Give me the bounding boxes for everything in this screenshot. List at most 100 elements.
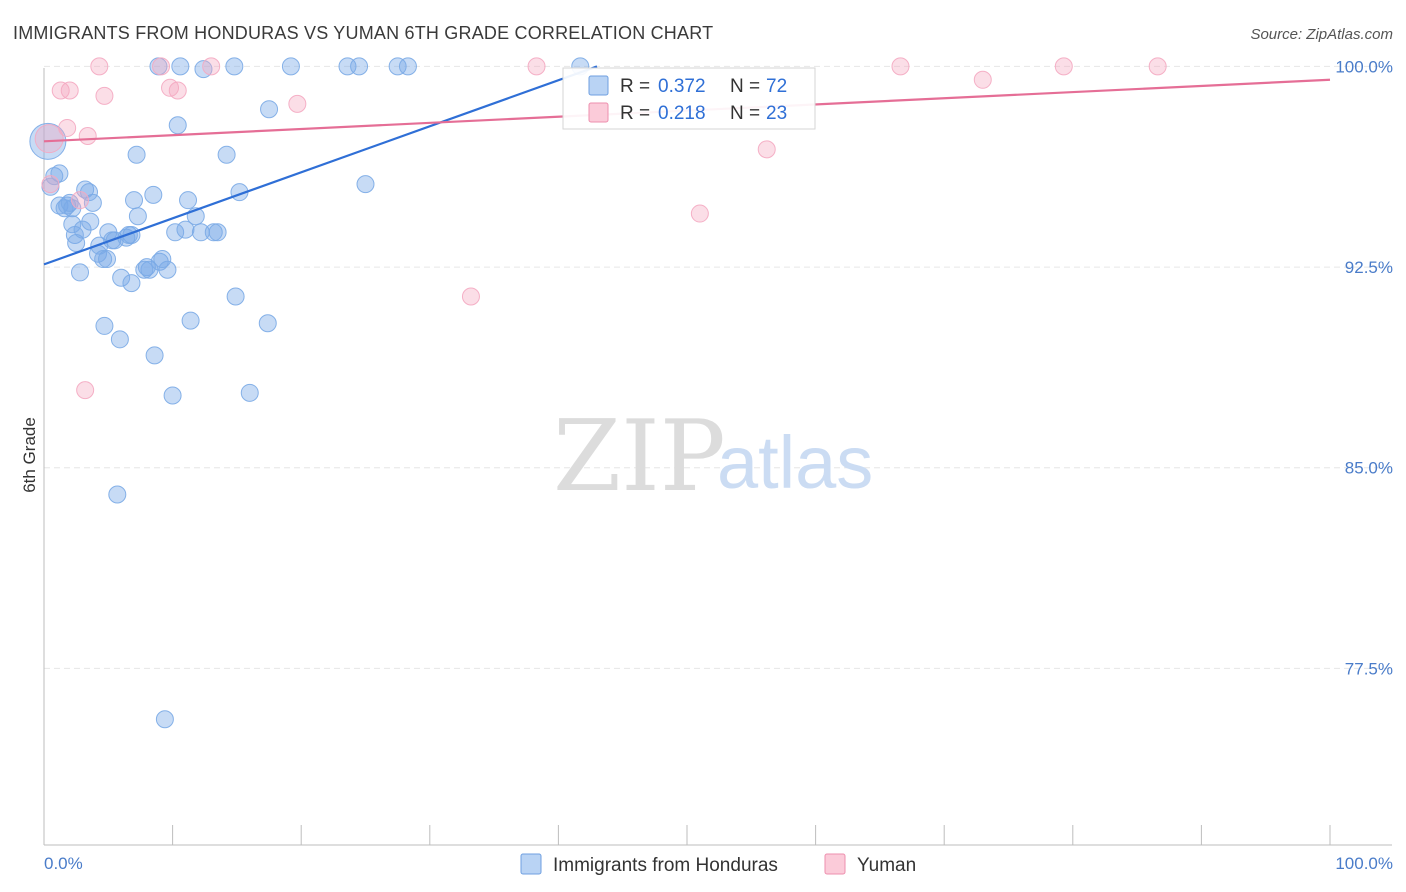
x-tick-label-0: 0.0% xyxy=(44,854,83,873)
yuman-point-17 xyxy=(690,204,709,223)
yuman-point-19 xyxy=(891,57,910,76)
x-tick-labels: 0.0% 100.0% xyxy=(44,854,1393,873)
yuman-point-7 xyxy=(78,126,97,145)
yuman-point-5 xyxy=(71,191,90,210)
stats-swatch-yuman xyxy=(588,102,609,123)
stats-n-value-yuman: 23 xyxy=(766,103,787,124)
stats-r-label-honduras: R = xyxy=(620,76,650,97)
yuman-point-10 xyxy=(152,57,171,76)
yuman-point-1 xyxy=(41,175,60,194)
yuman-point-8 xyxy=(90,57,109,76)
yuman-point-18 xyxy=(757,140,776,159)
honduras-point-7 xyxy=(60,193,79,212)
series-1-points xyxy=(34,57,1167,400)
honduras-point-50 xyxy=(176,220,195,239)
watermark-atlas: atlas xyxy=(717,421,873,504)
honduras-point-56 xyxy=(204,223,223,242)
honduras-trend-line xyxy=(43,65,598,266)
yuman-point-6 xyxy=(76,381,95,400)
y-tick-label-1: 92.5% xyxy=(1345,258,1393,277)
yuman-point-9 xyxy=(95,86,114,105)
honduras-point-65 xyxy=(281,57,300,76)
honduras-point-59 xyxy=(225,57,244,76)
honduras-point-31 xyxy=(122,274,141,293)
chart-title: IMMIGRANTS FROM HONDURAS VS YUMAN 6TH GR… xyxy=(13,23,713,43)
yuman-point-14 xyxy=(288,94,307,113)
y-tick-label-2: 85.0% xyxy=(1345,459,1393,478)
honduras-point-45 xyxy=(158,260,177,279)
honduras-point-28 xyxy=(112,268,131,287)
honduras-point-40 xyxy=(145,346,164,365)
honduras-point-27 xyxy=(110,330,129,349)
honduras-point-68 xyxy=(356,175,375,194)
honduras-point-49 xyxy=(171,57,190,76)
honduras-point-63 xyxy=(258,314,277,333)
axes xyxy=(43,68,1392,846)
y-tick-label-3: 77.5% xyxy=(1345,659,1393,678)
honduras-point-16 xyxy=(81,212,100,231)
honduras-point-9 xyxy=(63,215,82,234)
honduras-point-60 xyxy=(226,287,245,306)
series-0-points xyxy=(29,57,590,729)
y-axis-label: 6th Grade xyxy=(20,417,39,493)
legend-swatch-honduras xyxy=(520,853,542,875)
stats-n-label-yuman: N = xyxy=(730,103,760,124)
honduras-point-39 xyxy=(144,185,163,204)
honduras-point-48 xyxy=(168,116,187,135)
watermark-zip: ZIP xyxy=(553,400,726,514)
yuman-point-12 xyxy=(168,81,187,100)
honduras-point-44 xyxy=(155,710,174,729)
stats-legend: R = 0.372 N = 72 R = 0.218 N = 23 xyxy=(562,67,816,130)
honduras-point-64 xyxy=(260,100,279,119)
y-tick-label-0: 100.0% xyxy=(1335,57,1393,76)
x-tick-label-1: 100.0% xyxy=(1335,854,1393,873)
yuman-point-13 xyxy=(202,57,221,76)
legend-swatch-yuman xyxy=(824,853,846,875)
stats-n-value-honduras: 72 xyxy=(766,76,787,97)
series-legend: Immigrants from Honduras Yuman xyxy=(520,853,916,876)
gridlines xyxy=(44,65,1392,669)
honduras-point-21 xyxy=(95,316,114,335)
yuman-point-21 xyxy=(1054,57,1073,76)
honduras-point-36 xyxy=(135,260,154,279)
honduras-point-26 xyxy=(108,485,127,504)
honduras-point-70 xyxy=(398,57,417,76)
honduras-point-47 xyxy=(166,223,185,242)
honduras-point-25 xyxy=(105,231,124,250)
honduras-point-35 xyxy=(128,207,147,226)
yuman-point-4 xyxy=(60,81,79,100)
honduras-point-34 xyxy=(127,145,146,164)
yuman-point-0 xyxy=(34,124,64,154)
honduras-point-43 xyxy=(153,250,172,269)
legend-label-yuman: Yuman xyxy=(857,855,916,876)
honduras-point-22 xyxy=(98,250,117,269)
honduras-point-46 xyxy=(163,386,182,405)
stats-r-value-yuman: 0.218 xyxy=(658,103,706,124)
yuman-point-2 xyxy=(51,81,70,100)
y-tick-labels: 100.0% 92.5% 85.0% 77.5% xyxy=(1335,57,1393,678)
honduras-point-52 xyxy=(181,311,200,330)
scatter-points xyxy=(29,57,1167,729)
yuman-point-20 xyxy=(973,70,992,89)
honduras-point-20 xyxy=(94,250,113,269)
stats-n-label-honduras: N = xyxy=(730,76,760,97)
honduras-point-5 xyxy=(55,199,74,218)
honduras-point-33 xyxy=(125,191,144,210)
honduras-point-62 xyxy=(240,383,259,402)
honduras-point-57 xyxy=(208,223,227,242)
honduras-point-51 xyxy=(179,191,198,210)
chart-source: Source: ZipAtlas.com xyxy=(1250,26,1393,43)
yuman-point-3 xyxy=(58,118,77,137)
honduras-point-69 xyxy=(388,57,407,76)
yuman-point-16 xyxy=(527,57,546,76)
yuman-point-22 xyxy=(1148,57,1167,76)
yuman-point-15 xyxy=(461,287,480,306)
honduras-point-12 xyxy=(71,263,90,282)
honduras-point-58 xyxy=(217,145,236,164)
legend-label-honduras: Immigrants from Honduras xyxy=(553,855,778,876)
stats-swatch-honduras xyxy=(588,75,609,96)
stats-r-label-yuman: R = xyxy=(620,103,650,124)
honduras-point-67 xyxy=(350,57,369,76)
stats-r-value-honduras: 0.372 xyxy=(658,76,706,97)
